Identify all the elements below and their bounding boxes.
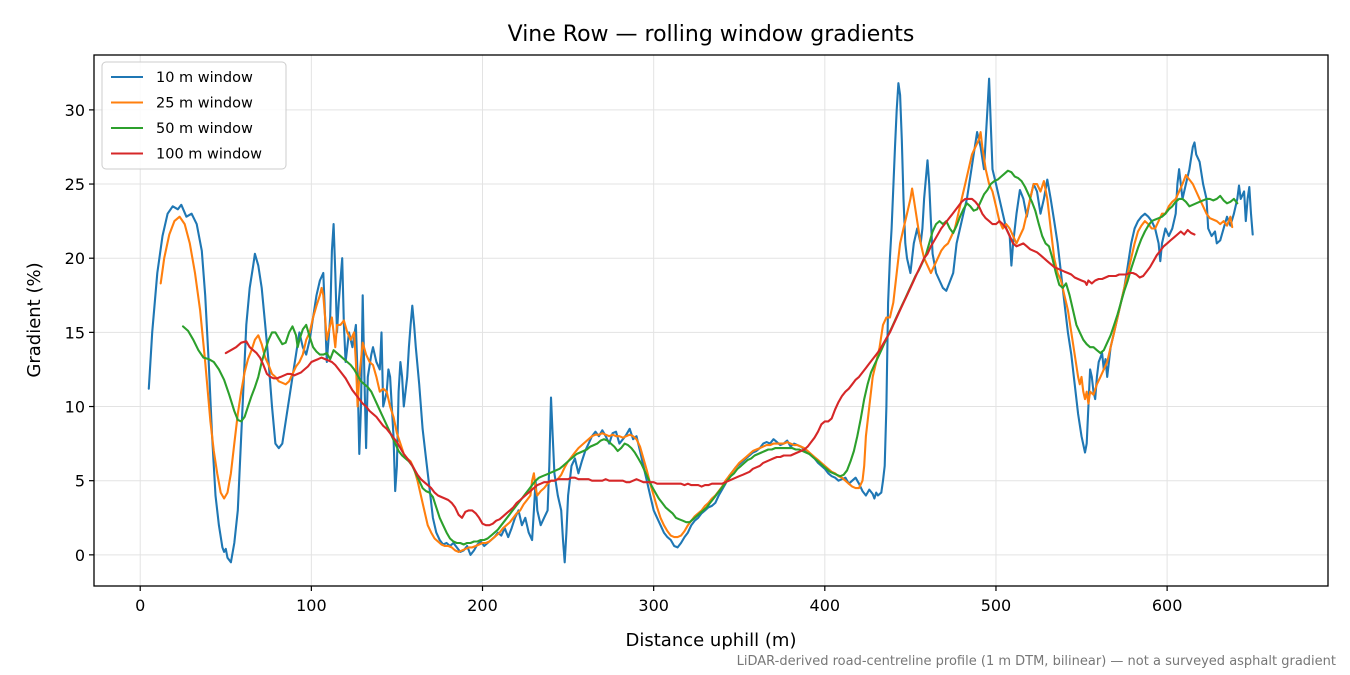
axis-ticks: 0 100 200 300 400 500 600 0 5 10 15 20 25 30 — [65, 101, 1183, 615]
series-line-3 — [181, 169, 1239, 546]
series-lines — [147, 77, 1254, 564]
x-tick-label: 100 — [296, 596, 327, 615]
series-line-4 — [224, 197, 1196, 527]
y-tick-label: 25 — [65, 175, 85, 194]
x-tick-label: 200 — [467, 596, 498, 615]
y-tick-label: 15 — [65, 323, 85, 342]
y-tick-label: 20 — [65, 249, 85, 268]
x-tick-label: 300 — [638, 596, 669, 615]
x-tick-label: 600 — [1152, 596, 1183, 615]
legend-label: 100 m window — [156, 147, 262, 163]
plot-frame — [93, 54, 1329, 587]
legend-label: 10 m window — [156, 70, 253, 86]
y-tick-label: 5 — [75, 472, 85, 491]
series-line-1 — [147, 77, 1254, 564]
series-line-2 — [159, 131, 1234, 553]
footnote: LiDAR-derived road-centreline profile (1… — [737, 654, 1336, 669]
legend-box — [101, 61, 287, 170]
legend-label: 50 m window — [156, 121, 253, 137]
legend: 10 m window 25 m window 50 m window 100 m w… — [101, 61, 287, 170]
legend-label: 25 m window — [156, 96, 253, 112]
y-tick-label: 0 — [75, 546, 85, 565]
chart-title: Vine Row — rolling window gradients — [508, 22, 915, 47]
y-tick-label: 10 — [65, 398, 85, 417]
legend-entries: 10 m window 25 m window 50 m window 100 m w… — [111, 70, 262, 163]
x-tick-label: 400 — [810, 596, 841, 615]
x-tick-label: 500 — [981, 596, 1012, 615]
x-axis-label: Distance uphill (m) — [626, 630, 797, 651]
x-tick-label: 0 — [135, 596, 145, 615]
y-axis-label: Gradient (%) — [24, 262, 45, 377]
y-tick-label: 30 — [65, 101, 85, 120]
